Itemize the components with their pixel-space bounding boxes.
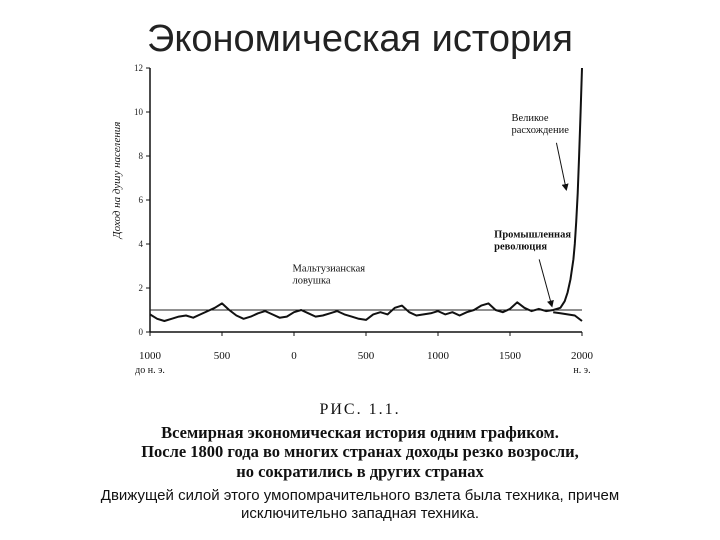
annotation-malthus-text: ловушка xyxy=(293,276,331,287)
annotation-divergence-arrow xyxy=(555,142,569,191)
x-tick-label: 0 xyxy=(291,350,297,362)
x-tick-label: 500 xyxy=(358,350,375,362)
caption-line-3: но сократились в других странах xyxy=(236,462,484,481)
slide-title: Экономическая история xyxy=(147,18,573,60)
annotation-revolution-text: революция xyxy=(494,241,547,252)
x-tick-label: 1000 xyxy=(139,350,162,362)
annotation-malthus-text: Мальтузианская xyxy=(293,264,366,275)
footnote-line-2: исключительно западная техника. xyxy=(240,505,479,522)
y-tick-label: 10 xyxy=(134,107,144,117)
y-tick-label: 6 xyxy=(139,195,144,205)
x-tick-label: 2000 xyxy=(571,350,594,362)
y-axis-label: Доход на душу населения xyxy=(111,122,123,240)
x-tick-label: 1500 xyxy=(499,350,522,362)
caption-line-1: Всемирная экономическая история одним гр… xyxy=(161,423,559,442)
y-tick-label: 8 xyxy=(139,151,144,161)
y-tick-label: 2 xyxy=(139,283,144,293)
footnote-line-1: Движущей силой этого умопомрачительного … xyxy=(100,487,620,504)
y-tick-label: 12 xyxy=(134,63,143,73)
annotation-divergence-text: Великое xyxy=(511,113,548,124)
x-tick-sublabel: н. э. xyxy=(573,365,590,376)
annotation-revolution-text: Промышленная xyxy=(494,229,571,240)
caption-line-2: После 1800 года во многих странах доходы… xyxy=(141,442,579,461)
income-series-line xyxy=(149,67,583,322)
other-countries-series-line xyxy=(553,311,583,322)
y-tick-label: 4 xyxy=(139,239,144,249)
x-tick-label: 500 xyxy=(214,350,231,362)
annotation-revolution-arrow xyxy=(538,259,554,308)
figure-label: РИС. 1.1. xyxy=(319,401,401,418)
x-tick-sublabel: до н. э. xyxy=(135,365,165,376)
x-tick-label: 1000 xyxy=(427,350,450,362)
annotation-divergence-text: расхождение xyxy=(511,125,569,136)
y-tick-label: 0 xyxy=(139,327,144,337)
income-chart: 0 2 4 6 8 10 12 1000 до н. э. 500 0 500 1000 1500 2000… xyxy=(111,63,594,376)
